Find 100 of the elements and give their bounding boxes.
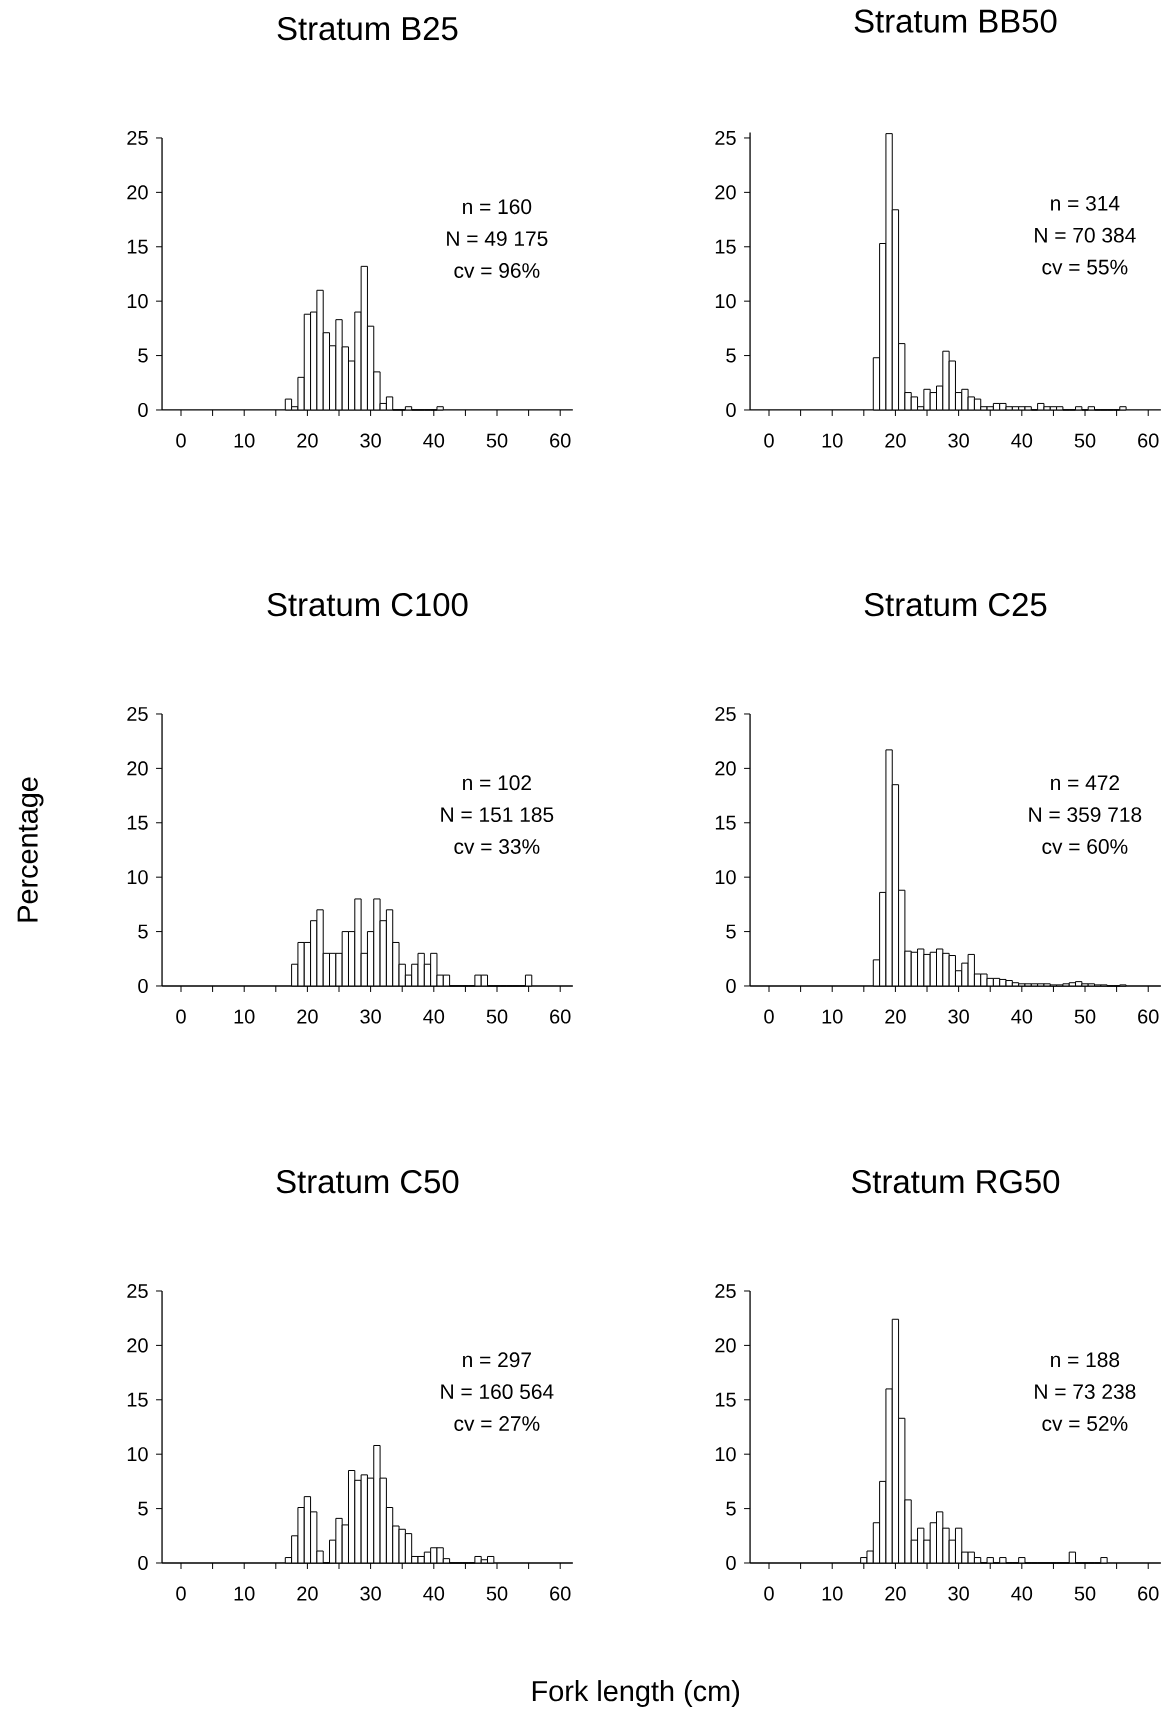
y-tick-label: 15	[127, 815, 148, 830]
y-tick-label: 15	[127, 1392, 148, 1407]
y-tick-label: 15	[127, 239, 148, 254]
y-tick-label: 25	[127, 1283, 148, 1299]
x-tick-label: 20	[885, 433, 906, 448]
y-tick-label: 5	[726, 1501, 736, 1516]
y-tick-label: 25	[715, 1283, 736, 1299]
x-tick-label: 20	[297, 1586, 318, 1601]
y-tick-label: 10	[127, 1447, 148, 1462]
y-tick-label: 0	[726, 1555, 736, 1571]
x-tick-label: 20	[885, 1586, 906, 1601]
chart-title: Stratum BB50	[854, 9, 1057, 33]
chart-title: Stratum B25	[277, 16, 458, 41]
x-tick-label: 20	[297, 433, 318, 448]
y-tick-label: 25	[715, 706, 736, 722]
y-tick-label: 15	[715, 815, 736, 830]
annotation: cv = 33%	[454, 839, 540, 854]
x-tick-label: 20	[297, 1009, 318, 1024]
x-tick-label: 30	[360, 1586, 381, 1601]
y-tick-label: 10	[715, 1447, 736, 1462]
x-tick-label: 0	[176, 1586, 186, 1601]
x-tick-label: 10	[234, 1009, 255, 1024]
x-tick-label: 0	[764, 1586, 774, 1601]
x-tick-label: 50	[1074, 1586, 1096, 1601]
annotation: N = 49 175	[447, 231, 548, 247]
y-tick-label: 5	[138, 348, 148, 363]
chart-title: Stratum RG50	[851, 1170, 1060, 1194]
x-tick-label: 10	[234, 433, 255, 448]
y-tick-label: 5	[138, 924, 148, 939]
y-tick-label: 5	[726, 924, 736, 939]
x-tick-label: 40	[423, 1586, 445, 1601]
y-tick-label: 0	[726, 402, 736, 418]
y-tick-label: 15	[715, 1392, 736, 1407]
annotation: N = 359 718	[1029, 807, 1142, 823]
x-tick-label: 40	[1011, 433, 1033, 448]
x-tick-label: 10	[822, 433, 843, 448]
y-tick-label: 20	[127, 761, 148, 776]
y-tick-label: 20	[715, 761, 736, 776]
annotation: N = 73 238	[1035, 1384, 1136, 1400]
chart-title: Stratum C50	[276, 1170, 459, 1194]
y-tick-label: 5	[726, 348, 736, 363]
annotation: n = 188	[1051, 1352, 1120, 1368]
y-tick-label: 0	[726, 978, 736, 994]
x-tick-label: 30	[948, 1009, 969, 1024]
x-tick-label: 50	[486, 1009, 508, 1024]
x-tick-label: 60	[1138, 1586, 1159, 1601]
y-tick-label: 10	[127, 294, 148, 309]
y-tick-label: 0	[138, 978, 148, 994]
x-tick-label: 30	[948, 433, 969, 448]
x-tick-label: 40	[423, 1009, 445, 1024]
y-tick-label: 25	[127, 706, 148, 722]
chart-title: Stratum C25	[864, 593, 1047, 617]
x-tick-label: 60	[550, 1009, 571, 1024]
x-tick-label: 50	[1074, 433, 1096, 448]
annotation: N = 151 185	[441, 807, 554, 823]
annotation: cv = 96%	[454, 263, 540, 278]
y-tick-label: 10	[715, 870, 736, 885]
y-tick-label: 15	[715, 239, 736, 254]
x-tick-label: 0	[176, 1009, 186, 1024]
x-tick-label: 30	[360, 1009, 381, 1024]
x-tick-label: 0	[176, 433, 186, 448]
y-axis-title: Percentage	[17, 777, 44, 922]
x-tick-label: 40	[1011, 1009, 1033, 1024]
x-tick-label: 10	[822, 1586, 843, 1601]
x-axis-title: Fork length (cm)	[532, 1680, 740, 1708]
x-tick-label: 30	[948, 1586, 969, 1601]
x-tick-label: 60	[1138, 433, 1159, 448]
annotation: N = 160 564	[441, 1384, 554, 1400]
y-tick-label: 20	[715, 185, 736, 200]
annotation: n = 102	[463, 775, 531, 791]
x-tick-label: 10	[234, 1586, 255, 1601]
y-tick-label: 5	[138, 1501, 148, 1516]
annotation: n = 314	[1051, 195, 1120, 211]
y-tick-label: 0	[138, 1555, 148, 1571]
y-tick-label: 25	[127, 130, 148, 146]
x-tick-label: 0	[764, 433, 774, 448]
x-tick-label: 50	[1074, 1009, 1096, 1024]
annotation: n = 472	[1051, 775, 1119, 790]
chart-title: Stratum C100	[267, 593, 468, 617]
x-tick-label: 10	[822, 1009, 843, 1024]
annotation: cv = 52%	[1042, 1416, 1128, 1431]
x-tick-label: 30	[360, 433, 381, 448]
y-tick-label: 20	[715, 1338, 736, 1353]
y-tick-label: 20	[127, 1338, 148, 1353]
x-tick-label: 50	[486, 1586, 508, 1601]
annotation: n = 160	[463, 199, 532, 215]
y-tick-label: 10	[127, 870, 148, 885]
y-tick-label: 0	[138, 402, 148, 418]
y-tick-label: 25	[715, 130, 736, 146]
annotation: cv = 27%	[454, 1416, 540, 1431]
x-tick-label: 50	[486, 433, 508, 448]
annotation: n = 297	[463, 1352, 531, 1368]
x-tick-label: 40	[1011, 1586, 1033, 1601]
x-tick-label: 60	[1138, 1009, 1159, 1024]
x-tick-label: 20	[885, 1009, 906, 1024]
annotation: cv = 60%	[1042, 839, 1128, 854]
y-tick-label: 10	[715, 294, 736, 309]
annotation: N = 70 384	[1035, 227, 1136, 243]
x-tick-label: 40	[423, 433, 445, 448]
x-tick-label: 60	[550, 433, 571, 448]
